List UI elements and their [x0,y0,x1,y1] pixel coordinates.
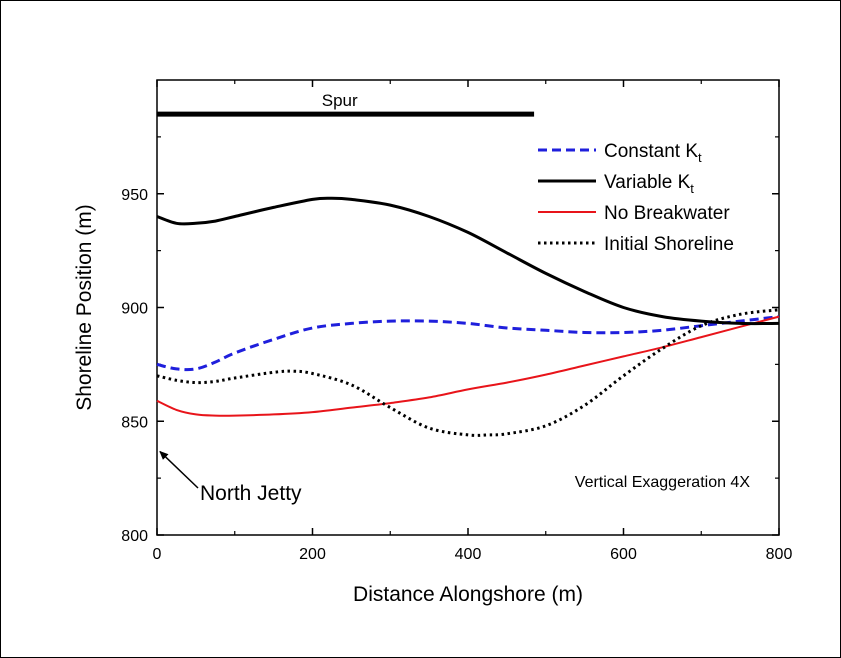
legend-subscript: t [690,181,694,196]
y-tick-label: 800 [121,528,148,545]
north-jetty-label: North Jetty [200,482,302,505]
vertical-exaggeration-label: Vertical Exaggeration 4X [575,474,751,491]
legend-label-initial-shoreline: Initial Shoreline [604,234,734,255]
legend-label-no-breakwater: No Breakwater [604,203,730,224]
series-line-constant-k [156,315,780,372]
y-tick-label: 950 [121,187,148,204]
series-line-no-breakwater [156,315,780,417]
legend-label-variable-k: Variable Kt [604,172,694,196]
legend-label-constant-k: Constant Kt [604,141,702,165]
y-tick-label: 850 [121,414,148,431]
x-tick-label: 0 [153,546,162,563]
legend-subscript: t [698,150,702,165]
x-tick-label: 800 [766,546,793,563]
series-line-variable-k [156,196,780,326]
x-tick-label: 600 [610,546,637,563]
north-jetty-arrow [159,450,199,489]
y-axis-title: Shoreline Position (m) [73,204,96,411]
x-tick-label: 400 [455,546,482,563]
spur-label: Spur [322,91,358,110]
x-axis-title: Distance Alongshore (m) [353,583,583,606]
y-tick-label: 900 [121,301,148,318]
x-tick-label: 200 [299,546,326,563]
